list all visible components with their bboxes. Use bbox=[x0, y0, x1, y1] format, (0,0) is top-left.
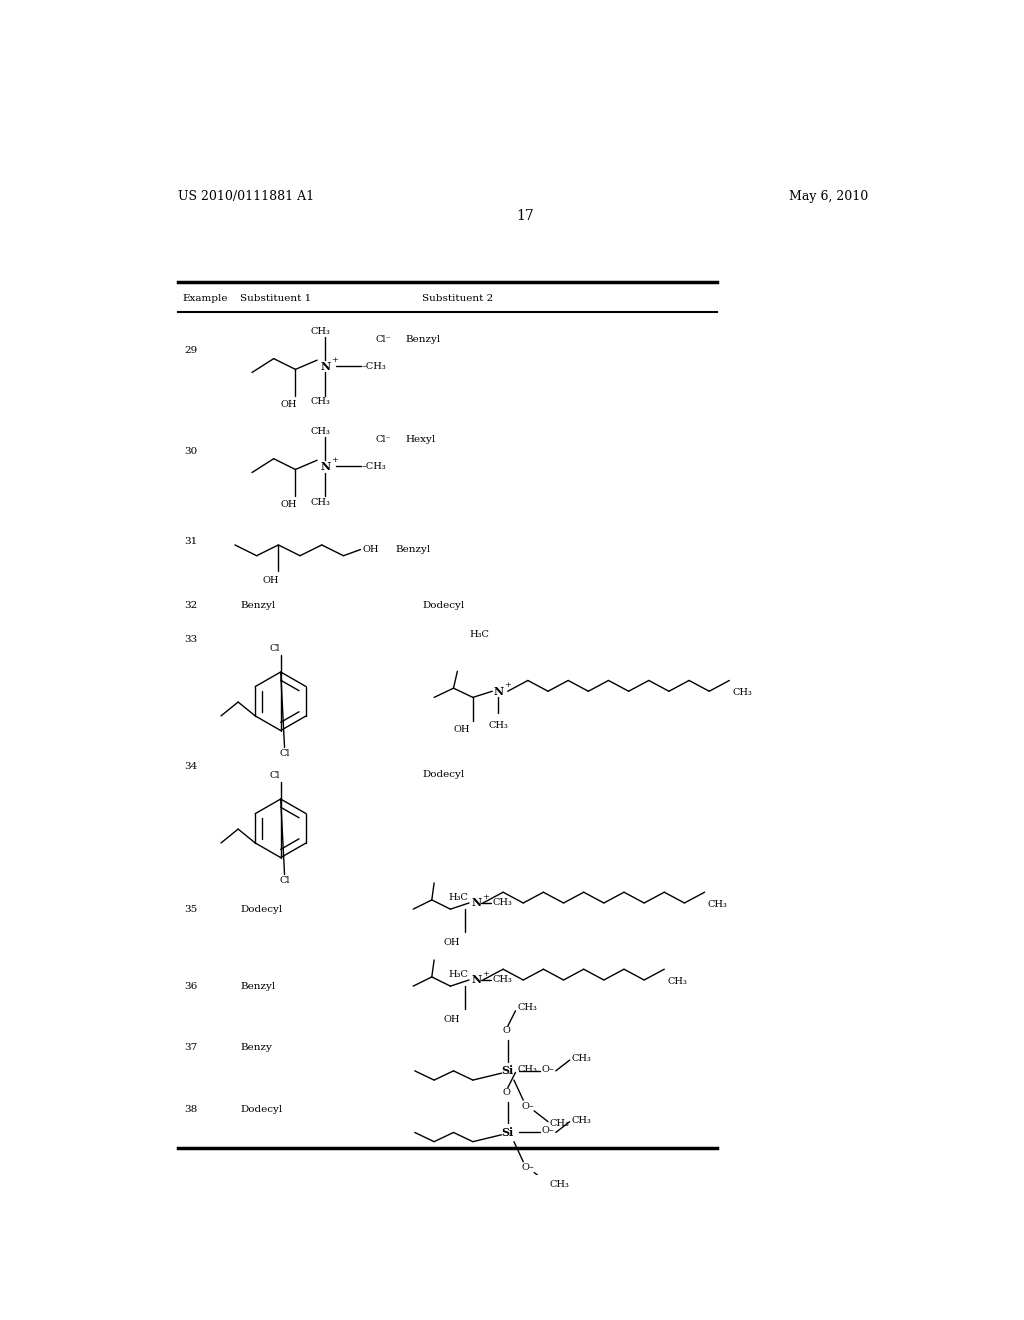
Text: +: + bbox=[482, 970, 489, 978]
Text: O–: O– bbox=[521, 1163, 535, 1172]
Text: Dodecyl: Dodecyl bbox=[423, 770, 465, 779]
Text: O: O bbox=[502, 1088, 510, 1097]
Text: Benzyl: Benzyl bbox=[241, 982, 275, 990]
Text: CH₃: CH₃ bbox=[310, 428, 330, 436]
Text: Cl: Cl bbox=[280, 750, 290, 758]
Text: Hexyl: Hexyl bbox=[406, 436, 435, 444]
Text: 17: 17 bbox=[516, 209, 534, 223]
Text: OH: OH bbox=[443, 937, 460, 946]
Text: N: N bbox=[321, 461, 331, 473]
Text: Cl⁻: Cl⁻ bbox=[376, 335, 391, 343]
Text: O–: O– bbox=[542, 1126, 555, 1135]
Text: OH: OH bbox=[362, 545, 379, 554]
Text: Benzyl: Benzyl bbox=[395, 545, 431, 554]
Text: Dodecyl: Dodecyl bbox=[423, 601, 465, 610]
Text: H₃C: H₃C bbox=[449, 970, 468, 979]
Text: Benzy: Benzy bbox=[241, 1043, 272, 1052]
Text: O–: O– bbox=[521, 1102, 535, 1110]
Text: –CH₃: –CH₃ bbox=[362, 362, 387, 371]
Text: CH₃: CH₃ bbox=[310, 327, 330, 337]
Text: CH₃: CH₃ bbox=[571, 1055, 591, 1063]
Text: OH: OH bbox=[453, 725, 469, 734]
Text: CH₃: CH₃ bbox=[517, 1065, 537, 1073]
Text: Cl: Cl bbox=[269, 644, 280, 653]
Text: Si: Si bbox=[502, 1065, 514, 1076]
Text: H₃C: H₃C bbox=[469, 630, 488, 639]
Text: CH₃: CH₃ bbox=[668, 977, 687, 986]
Text: +: + bbox=[331, 457, 338, 465]
Text: N: N bbox=[471, 974, 481, 986]
Text: 33: 33 bbox=[184, 635, 198, 644]
Text: O–: O– bbox=[542, 1065, 555, 1073]
Text: N: N bbox=[321, 360, 331, 372]
Text: +: + bbox=[331, 356, 338, 364]
Text: Example: Example bbox=[182, 294, 227, 304]
Text: Cl: Cl bbox=[280, 876, 290, 886]
Text: CH₃: CH₃ bbox=[571, 1115, 591, 1125]
Text: 38: 38 bbox=[184, 1105, 198, 1114]
Text: May 6, 2010: May 6, 2010 bbox=[788, 190, 868, 203]
Text: CH₃: CH₃ bbox=[550, 1119, 569, 1127]
Text: OH: OH bbox=[262, 576, 279, 585]
Text: CH₃: CH₃ bbox=[708, 900, 728, 909]
Text: 32: 32 bbox=[184, 601, 198, 610]
Text: –CH₃: –CH₃ bbox=[362, 462, 387, 471]
Text: 30: 30 bbox=[184, 446, 198, 455]
Text: CH₃: CH₃ bbox=[517, 1003, 537, 1012]
Text: CH₃: CH₃ bbox=[732, 688, 753, 697]
Text: 29: 29 bbox=[184, 346, 198, 355]
Text: 37: 37 bbox=[184, 1043, 198, 1052]
Text: N: N bbox=[471, 898, 481, 908]
Text: Cl: Cl bbox=[269, 771, 280, 780]
Text: US 2010/0111881 A1: US 2010/0111881 A1 bbox=[178, 190, 314, 203]
Text: 36: 36 bbox=[184, 982, 198, 990]
Text: CH₃: CH₃ bbox=[493, 975, 512, 985]
Text: 35: 35 bbox=[184, 904, 198, 913]
Text: OH: OH bbox=[443, 1015, 460, 1024]
Text: O: O bbox=[502, 1027, 510, 1035]
Text: CH₃: CH₃ bbox=[488, 721, 508, 730]
Text: Substituent 2: Substituent 2 bbox=[423, 294, 494, 304]
Text: Cl⁻: Cl⁻ bbox=[376, 436, 391, 444]
Text: +: + bbox=[482, 892, 489, 900]
Text: Benzyl: Benzyl bbox=[241, 601, 275, 610]
Text: 34: 34 bbox=[184, 762, 198, 771]
Text: Si: Si bbox=[502, 1127, 514, 1138]
Text: Dodecyl: Dodecyl bbox=[241, 1105, 283, 1114]
Text: CH₃: CH₃ bbox=[493, 899, 512, 907]
Text: Benzyl: Benzyl bbox=[406, 335, 440, 343]
Text: CH₃: CH₃ bbox=[550, 1180, 569, 1189]
Text: +: + bbox=[505, 681, 512, 689]
Text: CH₃: CH₃ bbox=[310, 397, 330, 407]
Text: OH: OH bbox=[281, 500, 297, 510]
Text: 31: 31 bbox=[184, 537, 198, 546]
Text: N: N bbox=[494, 686, 504, 697]
Text: OH: OH bbox=[281, 400, 297, 409]
Text: CH₃: CH₃ bbox=[310, 498, 330, 507]
Text: Substituent 1: Substituent 1 bbox=[241, 294, 311, 304]
Text: H₃C: H₃C bbox=[449, 894, 468, 902]
Text: Dodecyl: Dodecyl bbox=[241, 904, 283, 913]
